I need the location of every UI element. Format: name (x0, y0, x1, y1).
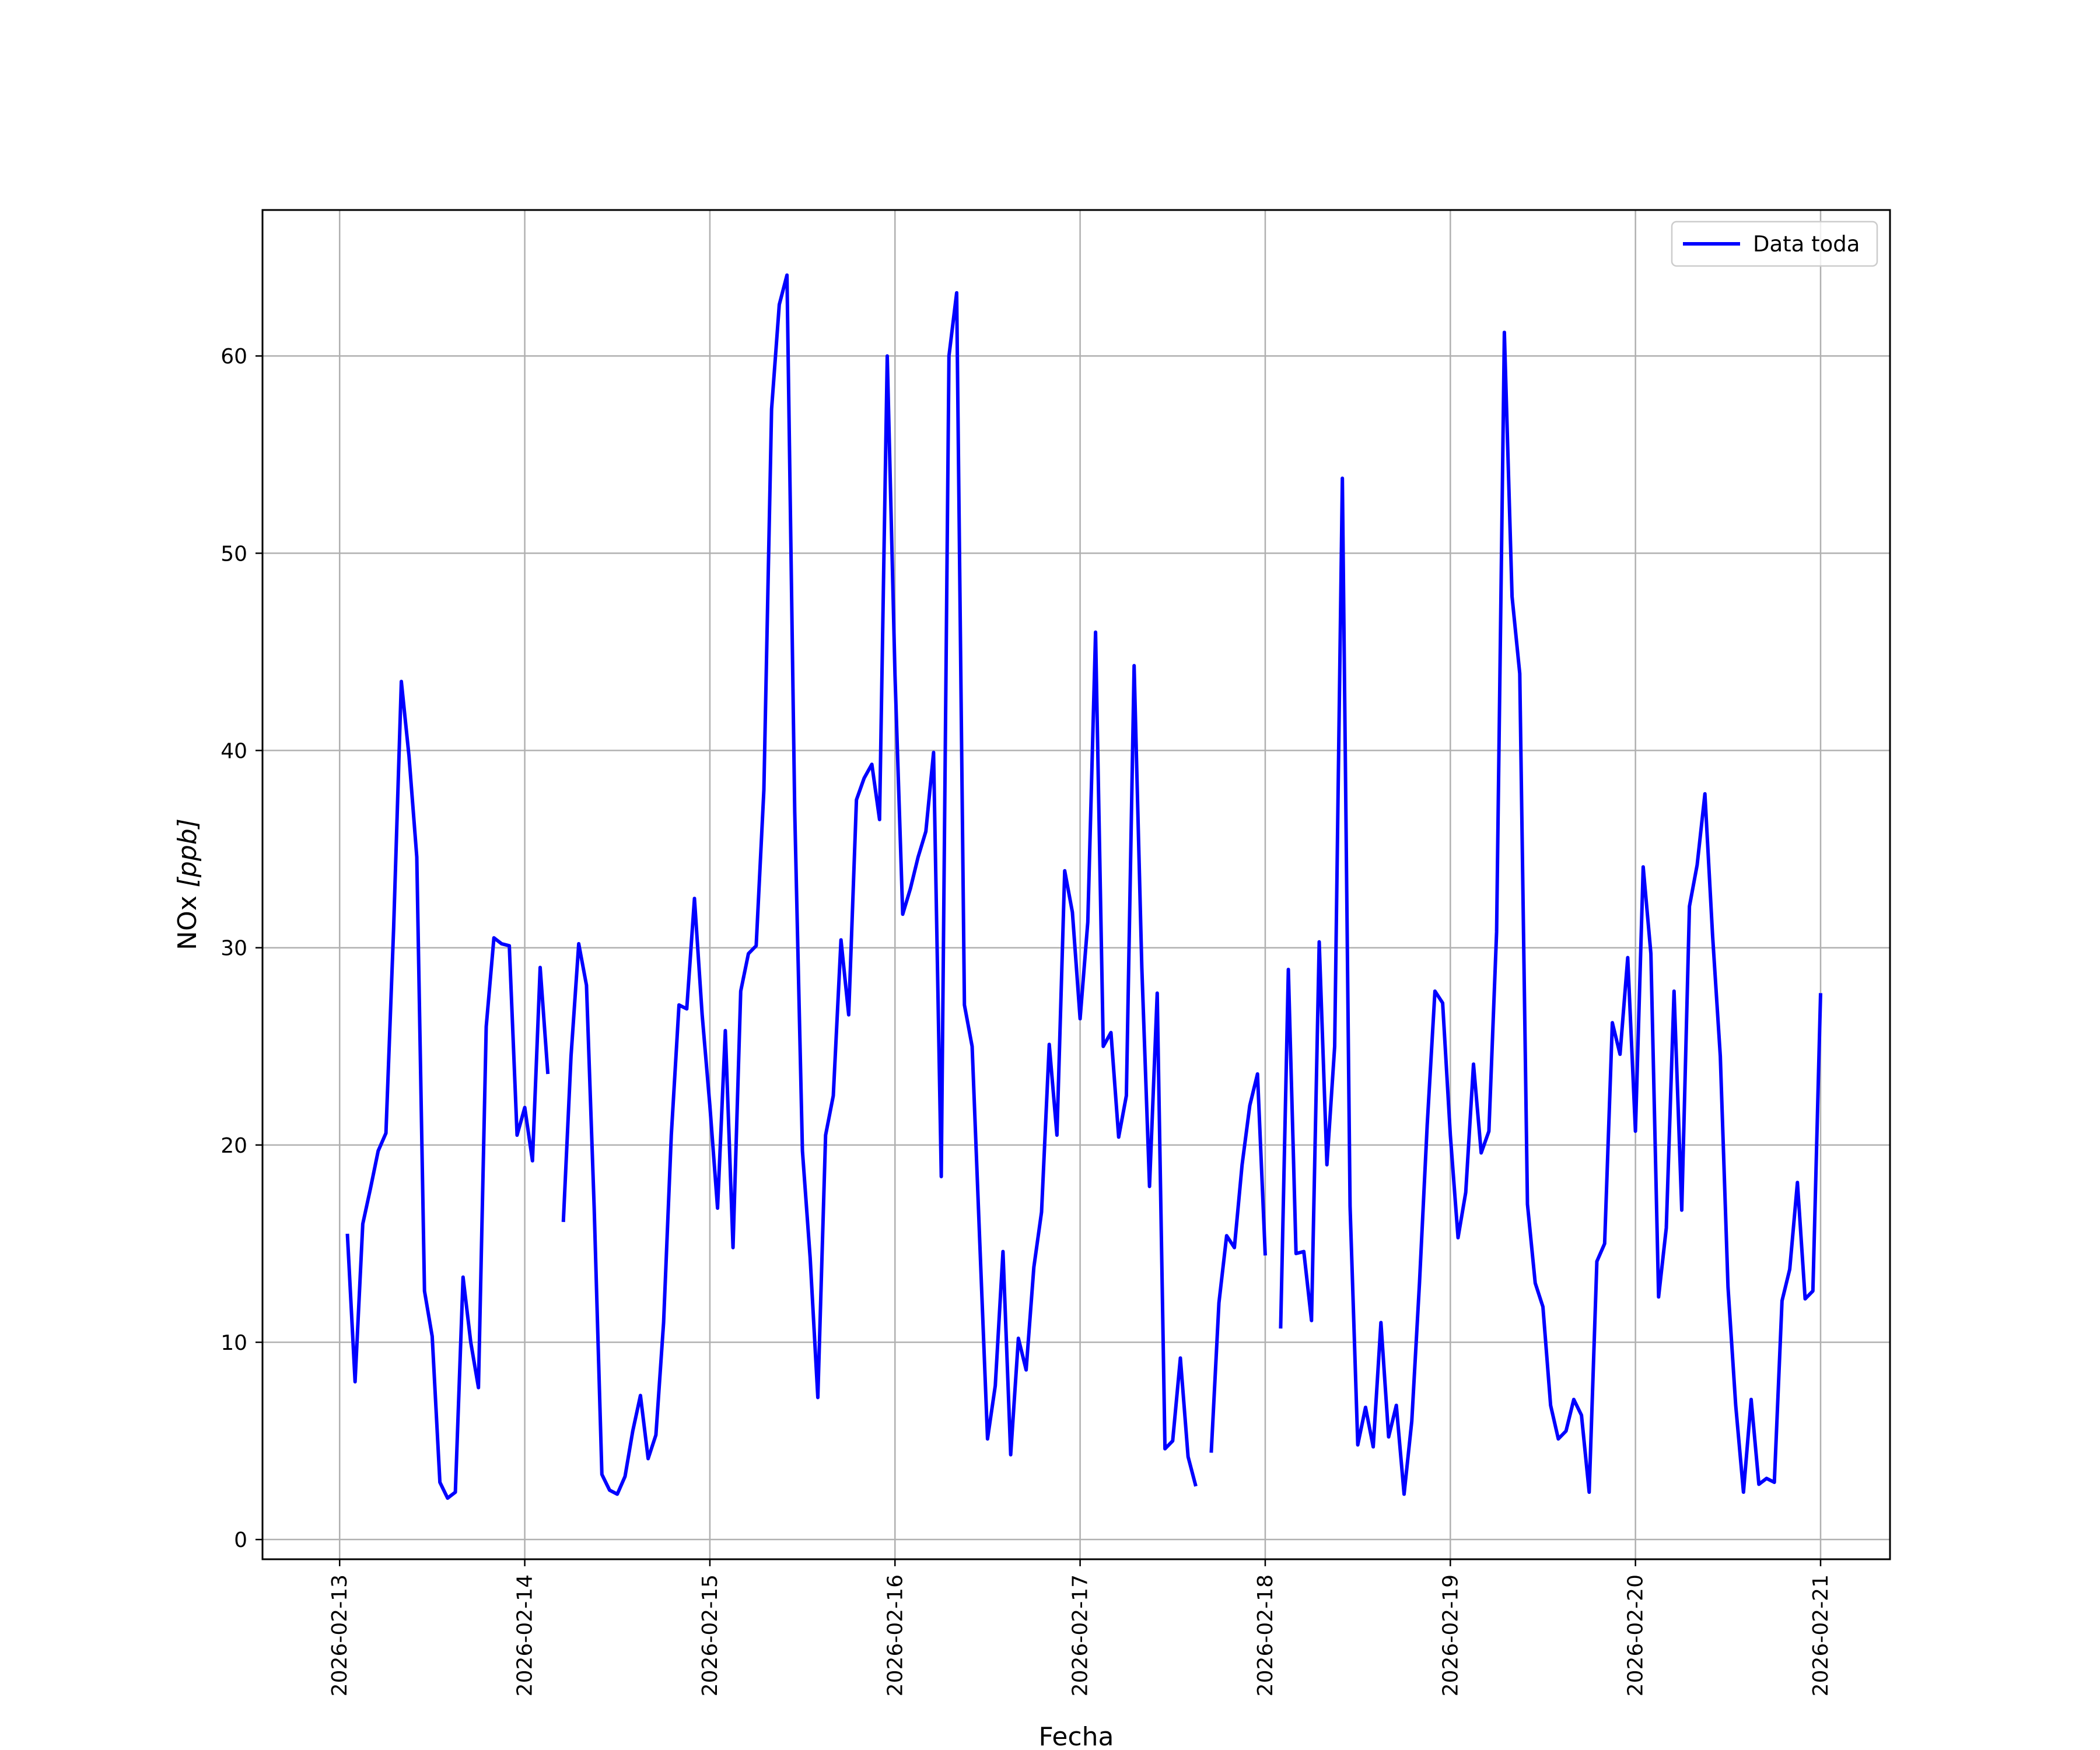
y-axis-title-unit: [ppb] (173, 818, 202, 887)
x-tick-label: 2026-02-13 (328, 1574, 352, 1696)
y-tick-label: 50 (220, 542, 247, 566)
grid (262, 210, 1890, 1559)
plot-frame (261, 209, 1891, 1560)
x-axis-title: Fecha (1038, 1722, 1114, 1750)
series-layer (345, 273, 1822, 1500)
y-tick-label: 30 (220, 937, 247, 961)
y-tick-label: 40 (220, 740, 247, 764)
x-tick-label: 2026-02-19 (1438, 1574, 1462, 1696)
x-tick-label: 2026-02-18 (1254, 1574, 1278, 1696)
y-tick-label: 60 (220, 345, 247, 369)
y-axis-title: NOx [ppb] (173, 818, 202, 950)
x-tick-label: 2026-02-16 (883, 1574, 907, 1696)
x-tick-label: 2026-02-15 (698, 1574, 722, 1696)
series-line-data-toda (345, 273, 1822, 1500)
x-tick-label: 2026-02-21 (1809, 1574, 1833, 1696)
y-axis-title-prefix: NOx (173, 887, 202, 950)
x-tick-label: 2026-02-17 (1069, 1574, 1093, 1696)
legend-box (1671, 220, 1878, 267)
ticks: 2026-02-13 2026-02-14 2026-02-15 2026-02-16… (220, 345, 1833, 1696)
legend-label: Data toda (1753, 232, 1860, 257)
y-tick-label: 10 (220, 1331, 247, 1355)
legend: Data toda (1671, 220, 1878, 267)
x-tick-label: 2026-02-20 (1624, 1574, 1648, 1696)
y-tick-label: 0 (234, 1528, 247, 1552)
y-tick-label: 20 (220, 1134, 247, 1158)
x-tick-label: 2026-02-14 (513, 1574, 537, 1696)
